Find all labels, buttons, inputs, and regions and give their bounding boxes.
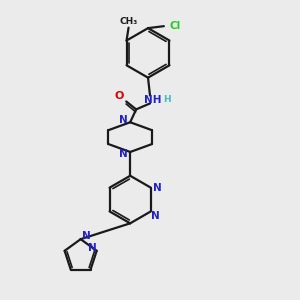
Text: N: N	[153, 183, 162, 193]
Text: N: N	[82, 231, 91, 241]
Text: Cl: Cl	[169, 21, 180, 31]
Text: N: N	[152, 212, 160, 221]
Text: N: N	[119, 149, 128, 159]
Text: N: N	[119, 115, 128, 125]
Text: NH: NH	[144, 95, 162, 106]
Text: CH₃: CH₃	[119, 17, 138, 26]
Text: H: H	[163, 95, 171, 104]
Text: O: O	[115, 91, 124, 100]
Text: N: N	[88, 243, 97, 253]
